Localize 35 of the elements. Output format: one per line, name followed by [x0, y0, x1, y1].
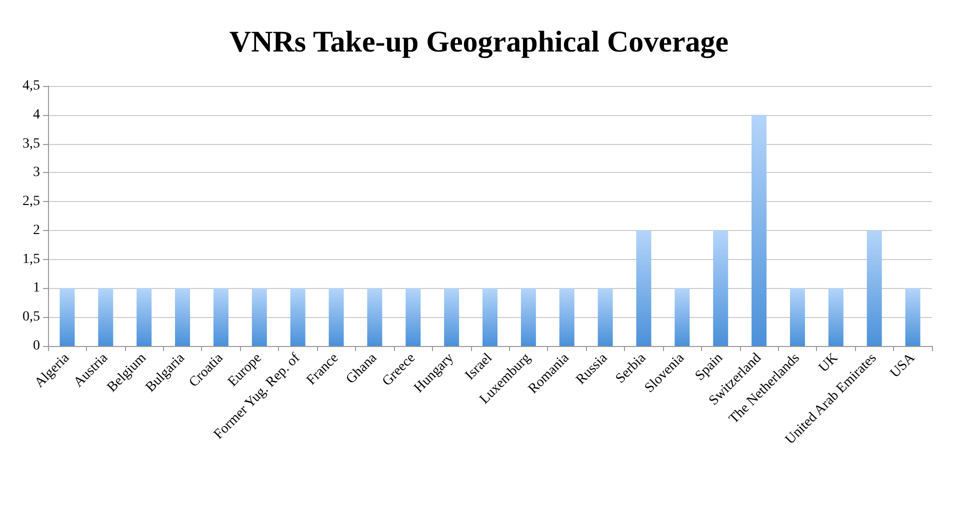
y-tick-label: 3,5 [22, 136, 40, 152]
bar [367, 288, 382, 346]
bar [136, 288, 152, 346]
bar [866, 230, 882, 346]
bar [406, 288, 421, 346]
bar [252, 288, 267, 346]
bar [60, 288, 75, 346]
bar [290, 288, 306, 346]
bar [828, 288, 844, 346]
y-tick-label: 2,5 [22, 194, 40, 210]
chart-title: VNRs Take-up Geographical Coverage [229, 26, 729, 58]
bar [444, 288, 460, 346]
bar [559, 288, 574, 346]
y-tick-label: 0 [33, 338, 40, 354]
y-tick-label: 3 [33, 165, 40, 180]
y-tick-label: 4,5 [22, 78, 40, 94]
y-tick-label: 4 [33, 107, 40, 122]
bar [598, 288, 613, 346]
y-tick-label: 0,5 [22, 310, 40, 325]
y-tick-label: 2 [33, 222, 40, 238]
bar [520, 288, 536, 346]
bar [752, 114, 767, 346]
bar [175, 288, 190, 346]
bar [482, 288, 498, 346]
bar [790, 288, 805, 346]
bar [213, 288, 228, 346]
bar [713, 230, 728, 346]
bar [905, 288, 920, 346]
y-tick-label: 1 [33, 280, 40, 296]
bar [328, 288, 344, 346]
bar [636, 230, 652, 346]
y-tick-label: 1,5 [22, 252, 40, 267]
bar [98, 288, 114, 346]
x-tick-label: USA [888, 350, 918, 382]
bar [674, 288, 690, 346]
